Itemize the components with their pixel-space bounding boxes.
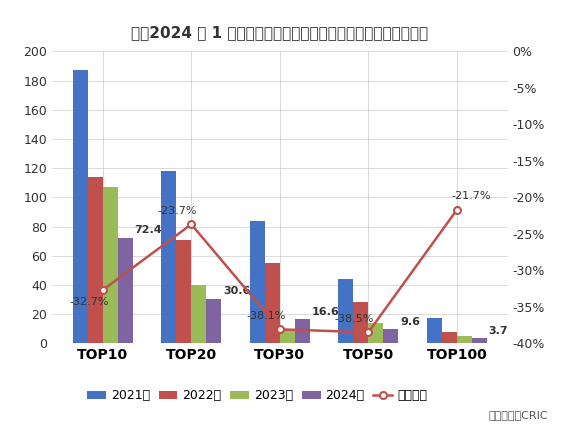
Text: 72.4: 72.4 (134, 225, 162, 236)
Bar (192, 285, 207, 343)
Bar (73, 70, 88, 343)
同比变动 (99, 287, 106, 293)
Text: 30.6: 30.6 (223, 287, 250, 296)
Text: -21.7%: -21.7% (451, 191, 490, 201)
同比变动 (454, 207, 460, 212)
Text: 数据来源：CRIC: 数据来源：CRIC (489, 411, 548, 420)
Text: 3.7: 3.7 (489, 326, 508, 335)
Title: 图：2024 年 1 月百强房企销售操盘金额入榜门槛及变动（亿元）: 图：2024 年 1 月百强房企销售操盘金额入榜门槛及变动（亿元） (132, 26, 428, 41)
Legend: 2021年, 2022年, 2023年, 2024年, 同比变动: 2021年, 2022年, 2023年, 2024年, 同比变动 (82, 384, 432, 408)
Bar (353, 302, 368, 343)
Bar (118, 238, 133, 343)
Text: -38.1%: -38.1% (246, 311, 286, 320)
Text: -23.7%: -23.7% (158, 205, 197, 215)
Bar (103, 187, 118, 343)
Bar (384, 329, 399, 343)
Bar (457, 336, 472, 343)
Text: 16.6: 16.6 (312, 307, 339, 317)
Text: -38.5%: -38.5% (335, 314, 374, 323)
Bar (427, 318, 442, 343)
同比变动 (276, 327, 283, 332)
Text: 9.6: 9.6 (400, 317, 420, 327)
Bar (280, 329, 295, 343)
Bar (88, 177, 103, 343)
同比变动 (188, 222, 195, 227)
Bar (265, 263, 280, 343)
Line: 同比变动: 同比变动 (99, 206, 460, 336)
Bar (368, 323, 384, 343)
同比变动 (365, 329, 372, 335)
Bar (442, 332, 457, 343)
Bar (472, 338, 487, 343)
Bar (338, 279, 353, 343)
Bar (207, 299, 222, 343)
Text: -32.7%: -32.7% (69, 297, 108, 307)
Bar (250, 221, 265, 343)
Bar (176, 240, 192, 343)
Bar (161, 171, 176, 343)
Bar (295, 319, 310, 343)
